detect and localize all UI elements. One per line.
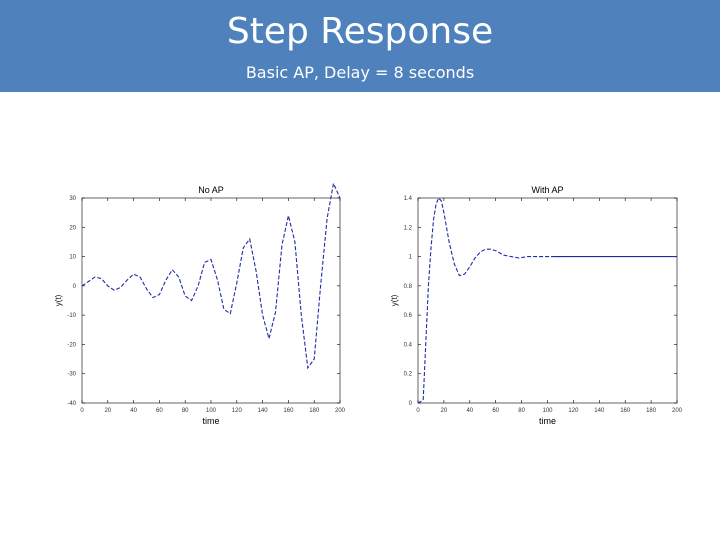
no-ap-ytick-label: -30 bbox=[67, 372, 76, 378]
with-ap-xtick-label: 80 bbox=[518, 408, 525, 414]
no-ap-xtick-label: 20 bbox=[104, 408, 111, 414]
with-ap-plot-frame bbox=[417, 197, 678, 404]
with-ap-xtick-label: 100 bbox=[542, 408, 553, 414]
with-ap-ytick-label: 0.4 bbox=[404, 342, 413, 348]
no-ap-xtick-label: 200 bbox=[335, 408, 346, 414]
no-ap-xtick-label: 0 bbox=[80, 408, 84, 414]
no-ap-ytick-label: 30 bbox=[69, 196, 76, 202]
no-ap-xtick-label: 60 bbox=[156, 408, 163, 414]
with-ap-xtick-label: 40 bbox=[466, 408, 473, 414]
with-ap-chart: With AP time y(t) 0 20 40 60 80 100 120 140 160 180 2… bbox=[390, 185, 683, 426]
no-ap-xtick-label: 80 bbox=[182, 408, 189, 414]
no-ap-ytick-label: -40 bbox=[67, 401, 76, 407]
no-ap-xtick-label: 160 bbox=[283, 408, 294, 414]
with-ap-ytick-label: 1.4 bbox=[404, 196, 413, 202]
slide-subtitle: Basic AP, Delay = 8 seconds bbox=[245, 63, 475, 82]
with-ap-ylabel: y(t) bbox=[390, 294, 399, 306]
no-ap-series-line-1 bbox=[81, 181, 341, 370]
slide-title: Step Response bbox=[226, 11, 494, 52]
with-ap-xtick-label: 140 bbox=[594, 408, 605, 414]
no-ap-plot-frame bbox=[81, 197, 341, 404]
with-ap-ytick-label: 0.6 bbox=[404, 313, 413, 319]
with-ap-xtick-label: 120 bbox=[568, 408, 579, 414]
no-ap-xlabel: time bbox=[202, 416, 219, 426]
slide-header: Step Response Basic AP, Delay = 8 second… bbox=[0, 0, 720, 92]
with-ap-title: With AP bbox=[531, 185, 563, 195]
no-ap-ytick-label: -20 bbox=[67, 342, 76, 348]
with-ap-ytick-label: 0.2 bbox=[404, 372, 413, 378]
with-ap-ytick-label: 0.8 bbox=[404, 284, 413, 290]
no-ap-xtick-label: 140 bbox=[258, 408, 269, 414]
with-ap-xlabel: time bbox=[539, 416, 556, 426]
with-ap-xtick-label: 0 bbox=[416, 408, 420, 414]
with-ap-ytick-label: 1 bbox=[409, 255, 413, 261]
no-ap-xtick-label: 180 bbox=[309, 408, 320, 414]
with-ap-xtick-label: 20 bbox=[441, 408, 448, 414]
no-ap-xtick-label: 40 bbox=[130, 408, 137, 414]
with-ap-xtick-label: 160 bbox=[620, 408, 631, 414]
no-ap-xtick-label: 100 bbox=[206, 408, 217, 414]
no-ap-title: No AP bbox=[198, 185, 224, 195]
no-ap-ytick-label: 10 bbox=[69, 255, 76, 261]
no-ap-ytick-label: 0 bbox=[73, 284, 77, 290]
no-ap-ytick-label: -10 bbox=[67, 313, 76, 319]
with-ap-series-line-1 bbox=[417, 196, 561, 404]
no-ap-ylabel: y(t) bbox=[54, 294, 63, 306]
no-ap-ytick-label: 20 bbox=[69, 225, 76, 231]
with-ap-ytick-label: 1.2 bbox=[404, 225, 413, 231]
with-ap-xtick-label: 60 bbox=[492, 408, 499, 414]
with-ap-ytick-label: 0 bbox=[409, 401, 413, 407]
with-ap-xtick-label: 180 bbox=[646, 408, 657, 414]
with-ap-xtick-label: 200 bbox=[672, 408, 683, 414]
no-ap-xtick-label: 120 bbox=[232, 408, 243, 414]
